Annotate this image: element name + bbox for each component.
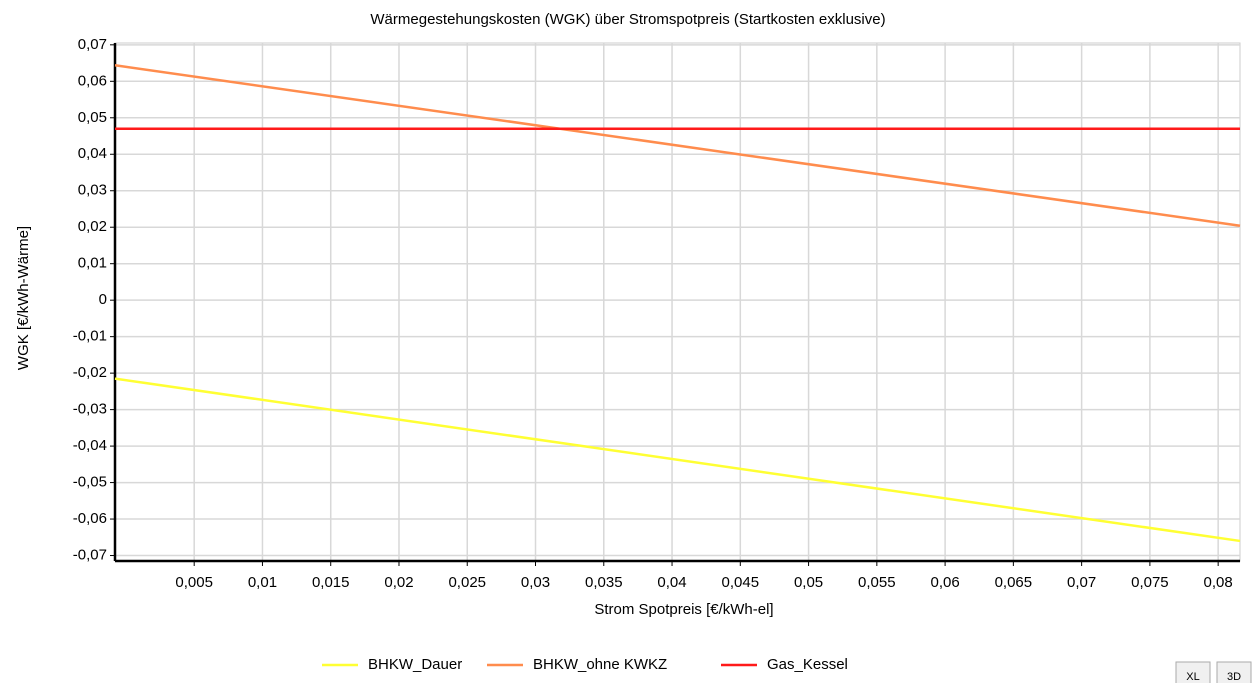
series-line: [114, 377, 1241, 543]
y-tick-label: 0,05: [78, 109, 107, 126]
x-tick-label: 0,07: [1067, 574, 1096, 591]
x-tick-label: 0,06: [930, 574, 959, 591]
x-tick-label: 0,065: [995, 574, 1033, 591]
x-tick-label: 0,04: [657, 574, 686, 591]
x-tick-label: 0,05: [794, 574, 823, 591]
button-3d[interactable]: 3D: [1216, 661, 1252, 688]
button-label[interactable]: 3D: [1227, 671, 1241, 683]
legend-label: BHKW_ohne KWKZ: [533, 656, 667, 673]
x-tick-label: 0,02: [384, 574, 413, 591]
y-tick-label: 0,06: [78, 72, 107, 89]
y-tick-label: 0,07: [78, 36, 107, 53]
x-tick-label: 0,03: [521, 574, 550, 591]
button-xl[interactable]: XL: [1175, 661, 1211, 688]
y-tick-label: -0,04: [73, 437, 107, 454]
y-tick-label: 0,02: [78, 218, 107, 235]
chart-title: Wärmegestehungskosten (WGK) über Stromsp…: [370, 11, 885, 28]
x-tick-label: 0,025: [448, 574, 486, 591]
y-tick-label: -0,01: [73, 328, 107, 345]
x-tick-label: 0,005: [175, 574, 213, 591]
y-tick-label: 0: [99, 291, 107, 308]
y-tick-label: -0,07: [73, 546, 107, 563]
y-tick-label: -0,02: [73, 364, 107, 381]
y-tick-label: 0,01: [78, 255, 107, 272]
y-tick-label: 0,03: [78, 182, 107, 199]
y-tick-label: -0,05: [73, 474, 107, 491]
y-tick-label: -0,06: [73, 510, 107, 527]
x-axis-label: Strom Spotpreis [€/kWh-el]: [594, 601, 773, 618]
x-tick-label: 0,075: [1131, 574, 1169, 591]
x-tick-label: 0,015: [312, 574, 350, 591]
x-tick-label: 0,08: [1204, 574, 1233, 591]
x-tick-label: 0,035: [585, 574, 623, 591]
x-tick-label: 0,055: [858, 574, 896, 591]
x-tick-label: 0,045: [722, 574, 760, 591]
button-label[interactable]: XL: [1186, 671, 1199, 683]
legend-label: Gas_Kessel: [767, 656, 848, 673]
y-tick-label: 0,04: [78, 145, 107, 162]
x-tick-label: 0,01: [248, 574, 277, 591]
legend-label: BHKW_Dauer: [368, 656, 462, 673]
y-axis-label: WGK [€/kWh-Wärme]: [15, 226, 32, 370]
series-line: [114, 64, 1241, 227]
y-tick-label: -0,03: [73, 401, 107, 418]
